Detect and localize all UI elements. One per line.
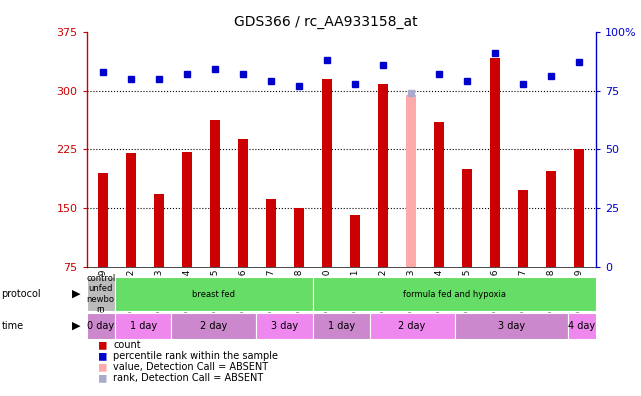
Bar <box>322 79 332 267</box>
Text: ▶: ▶ <box>72 289 80 299</box>
Text: count: count <box>113 339 141 350</box>
Bar <box>490 57 500 267</box>
Bar <box>370 313 454 339</box>
Bar <box>267 199 276 267</box>
Bar <box>294 208 304 267</box>
Text: 1 day: 1 day <box>129 321 156 331</box>
Bar <box>462 169 472 267</box>
Bar <box>87 313 115 339</box>
Bar <box>172 313 256 339</box>
Text: breast fed: breast fed <box>192 289 235 299</box>
Bar <box>378 84 388 267</box>
Text: 4 day: 4 day <box>569 321 595 331</box>
Bar <box>454 313 568 339</box>
Bar <box>210 120 221 267</box>
Text: percentile rank within the sample: percentile rank within the sample <box>113 350 278 361</box>
Text: ■: ■ <box>99 349 107 362</box>
Text: ■: ■ <box>99 338 107 351</box>
Text: 0 day: 0 day <box>87 321 114 331</box>
Bar <box>435 122 444 267</box>
Bar <box>406 95 416 267</box>
Text: 2 day: 2 day <box>399 321 426 331</box>
Bar <box>115 313 172 339</box>
Bar <box>126 153 137 267</box>
Bar <box>546 171 556 267</box>
Bar <box>313 313 370 339</box>
Text: 3 day: 3 day <box>271 321 298 331</box>
Text: time: time <box>1 321 24 331</box>
Text: value, Detection Call = ABSENT: value, Detection Call = ABSENT <box>113 362 269 372</box>
Text: 3 day: 3 day <box>497 321 525 331</box>
Text: control
unfed
newbo
rn: control unfed newbo rn <box>86 274 115 314</box>
Bar <box>313 277 596 311</box>
Text: ■: ■ <box>99 371 107 384</box>
Bar <box>154 194 164 267</box>
Text: protocol: protocol <box>1 289 41 299</box>
Bar <box>99 173 108 267</box>
Text: 1 day: 1 day <box>328 321 355 331</box>
Text: ■: ■ <box>99 360 107 373</box>
Bar <box>238 139 248 267</box>
Text: rank, Detection Call = ABSENT: rank, Detection Call = ABSENT <box>113 373 263 383</box>
Bar <box>351 215 360 267</box>
Bar <box>183 152 192 267</box>
Text: 2 day: 2 day <box>200 321 228 331</box>
Bar <box>568 313 596 339</box>
Bar <box>87 277 115 311</box>
Title: GDS366 / rc_AA933158_at: GDS366 / rc_AA933158_at <box>234 15 418 29</box>
Text: formula fed and hypoxia: formula fed and hypoxia <box>403 289 506 299</box>
Text: ▶: ▶ <box>72 321 80 331</box>
Bar <box>115 277 313 311</box>
Bar <box>256 313 313 339</box>
Bar <box>519 190 528 267</box>
Bar <box>574 149 584 267</box>
